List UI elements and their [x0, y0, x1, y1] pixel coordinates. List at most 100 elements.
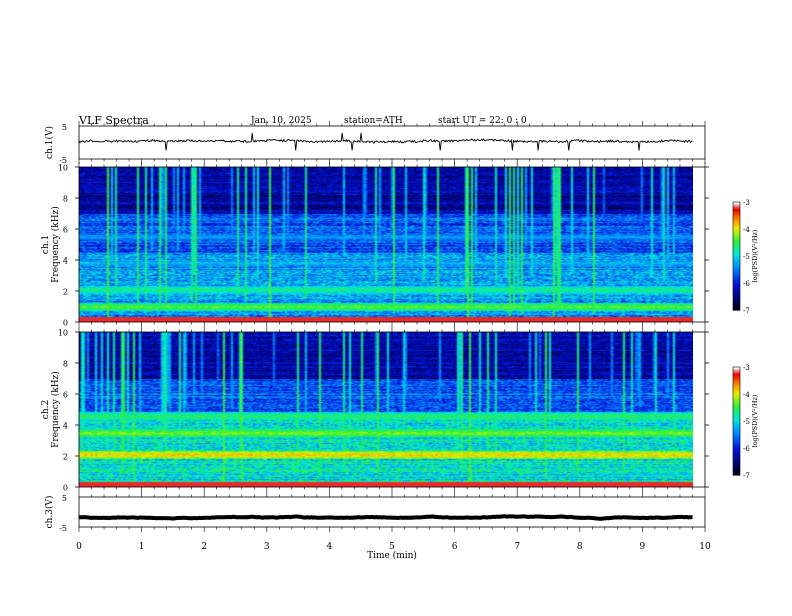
colorbar-cell	[733, 284, 740, 288]
colorbar-cell	[733, 239, 740, 243]
y-tick-label: 0	[63, 484, 68, 493]
colorbar-cell	[733, 440, 740, 444]
colorbar-cell	[733, 397, 740, 400]
figure-title: VLF Spectra	[78, 114, 149, 127]
colorbar-cell	[733, 230, 740, 234]
y-axis-label: ch.1(V)	[44, 126, 55, 159]
colorbar-cell	[733, 388, 740, 391]
colorbar-cell	[733, 270, 740, 273]
header-station: station=ATH	[344, 116, 403, 126]
colorbar-cell	[733, 410, 740, 413]
waveform-line	[79, 514, 693, 521]
y-tick-label: 5	[62, 494, 67, 503]
colorbar-cell	[733, 250, 740, 253]
colorbar-label: log(PSD)(V²/Hz)	[751, 394, 759, 447]
colorbar-cell	[733, 386, 740, 390]
colorbar-cell	[733, 404, 740, 408]
colorbar-cell	[733, 268, 740, 271]
colorbar-cell	[733, 220, 740, 223]
colorbar-cell	[733, 442, 740, 445]
ch1-colorbar: -3 -4 -5 -6 -7 log(PSD)(V²/Hz)	[732, 199, 759, 315]
colorbar-cell	[733, 256, 740, 259]
colorbar-cell	[733, 243, 740, 246]
colorbar-cell	[733, 421, 740, 424]
colorbar-cell	[733, 408, 740, 411]
colorbar-cell	[733, 218, 740, 221]
ch1-spectrogram-image	[79, 167, 693, 322]
colorbar-cell	[733, 439, 740, 442]
x-axis-label: Time (min)	[367, 550, 417, 561]
colorbar-cell	[733, 257, 740, 261]
colorbar-tick-label: -3	[743, 199, 750, 207]
y-tick-label: 8	[63, 195, 68, 204]
colorbar-cell	[733, 394, 740, 397]
colorbar-cell	[733, 449, 740, 453]
colorbar-cell	[733, 223, 740, 226]
colorbar-cell	[733, 431, 740, 435]
colorbar-cell	[733, 236, 740, 239]
colorbar-cell	[733, 457, 740, 460]
colorbar-cell	[733, 413, 740, 417]
colorbar-cell	[733, 370, 740, 373]
panel-frames	[78, 121, 706, 532]
colorbar-cell	[733, 412, 740, 415]
x-tick-label: 2	[201, 542, 207, 552]
colorbar-cell	[733, 302, 740, 306]
colorbar-cell	[733, 207, 740, 210]
colorbar-cell	[733, 245, 740, 248]
colorbar-cell	[733, 424, 740, 427]
colorbar-cell	[733, 286, 740, 289]
colorbar-cell	[733, 451, 740, 454]
colorbar-cell	[733, 290, 740, 293]
y-axis-label: Frequency (kHz)	[50, 371, 61, 448]
colorbar-cell	[733, 259, 740, 262]
panel-frame	[78, 496, 706, 528]
colorbar-tick-label: -5	[743, 418, 750, 426]
colorbar-cell	[733, 376, 740, 379]
colorbar-cell	[733, 288, 740, 291]
colorbar-cell	[733, 263, 740, 266]
colorbar-cell	[733, 283, 740, 286]
colorbar-cell	[733, 277, 740, 280]
colorbar-cell	[733, 275, 740, 279]
colorbar-cell	[733, 448, 740, 451]
colorbar-cell	[733, 415, 740, 418]
y-tick-label: 2	[63, 288, 68, 297]
y-tick-label: 2	[63, 453, 68, 462]
x-tick-label: 3	[264, 542, 270, 552]
colorbar-cell	[733, 435, 740, 438]
colorbar-cell	[733, 372, 740, 375]
colorbar-cell	[733, 437, 740, 440]
colorbar-cell	[733, 232, 740, 235]
colorbar-tick-label: -3	[743, 364, 750, 372]
colorbar-cell	[733, 469, 740, 472]
colorbar-cell	[733, 261, 740, 264]
colorbar-cell	[733, 368, 740, 372]
colorbar-cell	[733, 374, 740, 377]
colorbar-cell	[733, 281, 740, 284]
colorbar-cell	[733, 471, 740, 474]
waveform-line	[78, 132, 693, 151]
colorbar-cell	[733, 274, 740, 277]
x-tick-label: 6	[452, 542, 458, 552]
ch3-waveform-panel: 5 -5 ch.3(V)	[44, 494, 693, 533]
colorbar-cell	[733, 473, 740, 476]
time-axis: 0 1 2 3 4 5 6 7 8 9 10 Time (min)	[76, 542, 711, 561]
y-tick-label: 10	[58, 164, 68, 173]
y-tick-label: 4	[63, 422, 68, 431]
colorbar-cell	[733, 367, 740, 370]
colorbar-cell	[733, 234, 740, 237]
channel-label: ch.1	[41, 235, 51, 254]
colorbar-cell	[733, 295, 740, 298]
colorbar-tick-label: -5	[743, 253, 750, 261]
colorbar-cell	[733, 430, 740, 433]
colorbar-tick-label: -6	[743, 445, 750, 453]
colorbar-cell	[733, 211, 740, 214]
colorbar-cell	[733, 406, 740, 409]
colorbar-cell	[733, 297, 740, 300]
colorbar-cell	[733, 247, 740, 250]
colorbar-tick-label: -4	[743, 226, 750, 234]
colorbar-cell	[733, 446, 740, 449]
